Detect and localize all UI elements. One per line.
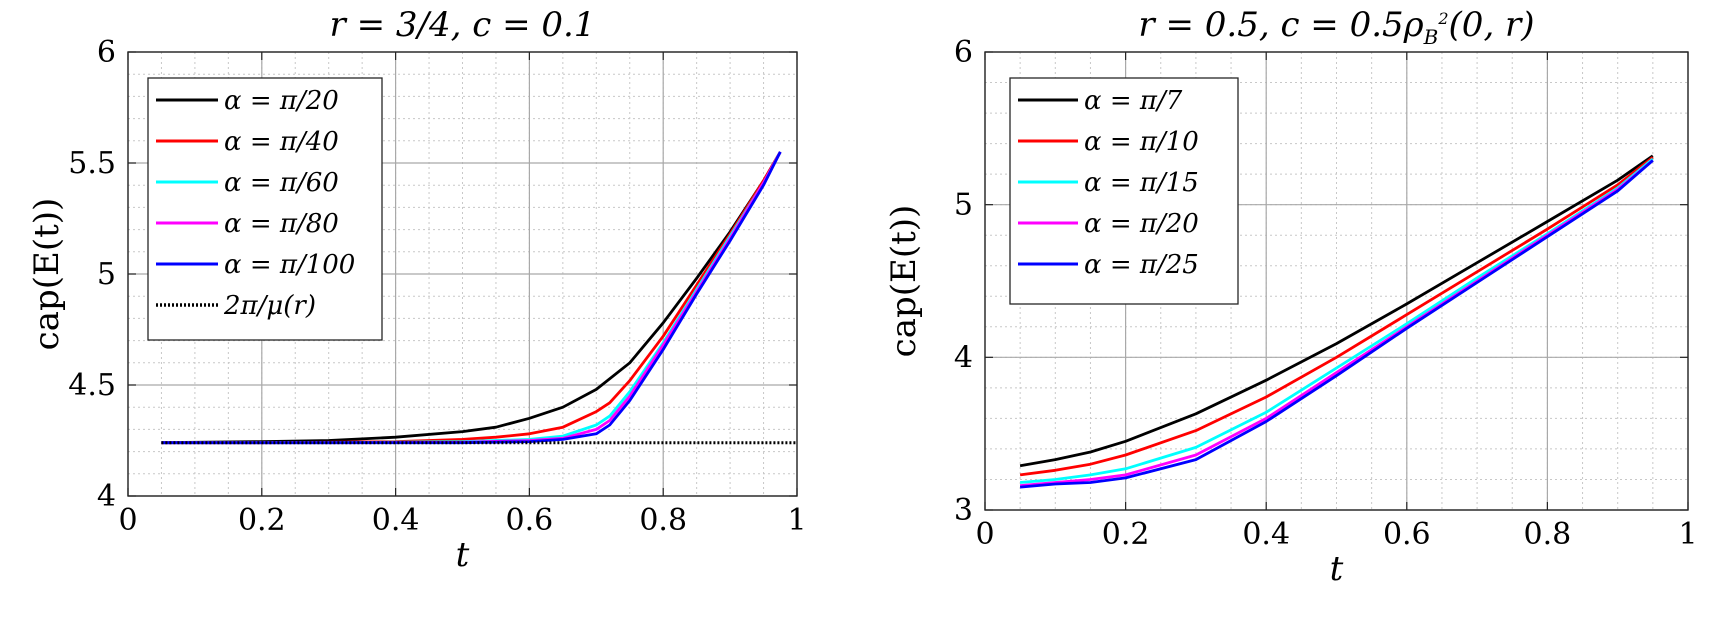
legend-entry-5: α = π/100 — [224, 250, 355, 280]
x-tick-label: 0.2 — [1102, 517, 1150, 552]
title-sup: 2 — [1437, 9, 1448, 28]
legend-entry-4: α = π/80 — [224, 209, 339, 239]
x-axis-label: t — [456, 535, 470, 575]
y-tick-label: 6 — [954, 35, 973, 70]
title-sub: B — [1423, 25, 1439, 49]
y-axis-label: cap(E(t)) — [27, 198, 67, 351]
ticks: 0 0.2 0.4 0.6 0.8 1 3 4 5 6 — [954, 35, 1698, 552]
x-tick-label: 0.8 — [639, 503, 687, 538]
legend-entry-3: α = π/60 — [224, 168, 339, 198]
y-tick-label: 6 — [97, 35, 116, 70]
x-tick-label: 0.4 — [372, 503, 420, 538]
x-tick-label: 0.6 — [1383, 517, 1431, 552]
y-tick-label: 4.5 — [68, 368, 116, 403]
legend: α = π/20 α = π/40 α = π/60 α = π/80 α = π/10… — [147, 77, 383, 341]
series-line-2 — [1019, 156, 1654, 477]
legend-entry-2: α = π/10 — [1084, 127, 1199, 157]
x-tick-label: 0.2 — [238, 503, 286, 538]
x-tick-label: 0.6 — [506, 503, 554, 538]
legend-box — [1009, 77, 1239, 305]
title-tail: (0, r) — [1449, 5, 1535, 45]
series-line-5 — [1019, 159, 1654, 489]
legend-entry-4: α = π/20 — [1084, 209, 1199, 239]
x-tick-label: 0.4 — [1242, 517, 1290, 552]
y-tick-label: 4 — [954, 340, 973, 375]
x-tick-label: 1 — [787, 503, 806, 538]
chart-title: r = 0.5, c = 0.5ρB2(0, r) — [1138, 5, 1534, 49]
chart-title: r = 3/4, c = 0.1 — [330, 5, 596, 45]
legend-entry-5: α = π/25 — [1084, 250, 1199, 280]
series-group — [1019, 154, 1654, 489]
x-tick-label: 0 — [975, 517, 994, 552]
series-line-1 — [1019, 154, 1654, 468]
legend: α = π/7 α = π/10 α = π/15 α = π/20 α = π/25 — [1009, 77, 1239, 305]
legend-entry-2: α = π/40 — [224, 127, 339, 157]
legend-entry-6: 2π/μ(r) — [223, 291, 316, 321]
x-axis-label: t — [1330, 549, 1344, 589]
x-tick-label: 0 — [118, 503, 137, 538]
title-main: r = 0.5, c = 0.5ρ — [1138, 5, 1423, 45]
x-tick-label: 1 — [1678, 517, 1697, 552]
axes-box — [984, 51, 1689, 511]
legend-box — [147, 77, 383, 341]
series-group — [161, 151, 797, 445]
chart-2: 0 0.2 0.4 0.6 0.8 1 3 4 5 6 r = 0.5, c = 0.5ρB2(0,… — [884, 5, 1698, 589]
ticks: 0 0.2 0.4 0.6 0.8 1 4 4.5 5 5.5 6 — [68, 35, 806, 538]
y-tick-label: 5 — [954, 188, 973, 223]
series-line-1 — [161, 151, 782, 445]
x-tick-label: 0.8 — [1524, 517, 1572, 552]
legend-entry-3: α = π/15 — [1084, 168, 1199, 198]
legend-entry-1: α = π/20 — [224, 86, 339, 116]
y-tick-label: 3 — [954, 493, 973, 528]
y-tick-label: 4 — [97, 479, 116, 514]
legend-entry-1: α = π/7 — [1084, 86, 1183, 116]
y-axis-label: cap(E(t)) — [884, 205, 924, 358]
y-tick-label: 5.5 — [68, 146, 116, 181]
y-tick-label: 5 — [97, 257, 116, 292]
chart-1: 0 0.2 0.4 0.6 0.8 1 4 4.5 5 5.5 6 r = 3/4, c = 0.1 t… — [27, 5, 807, 575]
